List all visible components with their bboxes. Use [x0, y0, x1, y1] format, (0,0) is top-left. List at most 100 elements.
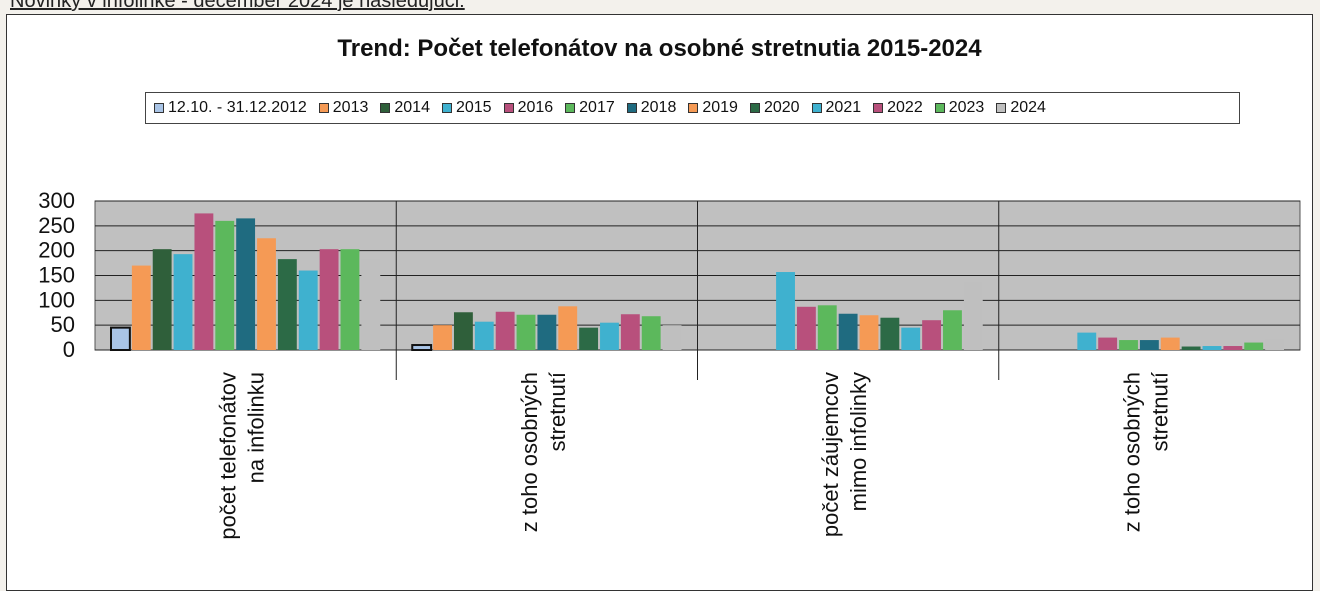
chart-legend: 12.10. - 31.12.2012 2013 2014 2015 2016 2017 2…	[145, 92, 1240, 124]
category-label: mimo infolinky	[846, 372, 871, 511]
bar	[215, 220, 235, 350]
bar	[662, 325, 682, 350]
bar	[110, 326, 131, 351]
legend-label: 2018	[640, 99, 677, 116]
bar	[298, 270, 318, 350]
legend-item: 2021	[811, 99, 862, 117]
bar	[194, 213, 214, 350]
bar	[1202, 346, 1222, 350]
bar	[880, 317, 900, 350]
bar	[641, 316, 661, 350]
bar	[319, 249, 339, 350]
bar	[1223, 346, 1243, 350]
category-label: počet telefonátov	[216, 372, 241, 540]
legend-swatch	[688, 103, 699, 113]
legend-label: 2022	[887, 99, 923, 116]
page-header-fragment: Novinky v infolinke - december 2024 je n…	[10, 0, 465, 12]
bar	[433, 325, 452, 350]
bar	[620, 314, 640, 350]
category-label: stretnutí	[1147, 372, 1172, 451]
legend-swatch	[154, 103, 164, 113]
bar	[537, 314, 557, 350]
bar	[796, 306, 816, 350]
legend-item: 2019	[688, 99, 738, 117]
bar	[152, 249, 172, 350]
bar	[1119, 340, 1138, 350]
legend-item: 2022	[873, 99, 923, 117]
legend-label: 2014	[394, 99, 430, 116]
bar	[943, 310, 962, 350]
category-label: z toho osobných	[517, 372, 542, 532]
legend-item: 2017	[565, 99, 615, 117]
legend-label: 2013	[332, 99, 369, 116]
legend-label: 2019	[702, 99, 738, 116]
bar	[1139, 340, 1159, 350]
y-tick-label: 200	[38, 238, 75, 263]
legend-label: 2016	[517, 99, 554, 116]
legend-swatch	[318, 103, 329, 113]
bar	[1160, 337, 1180, 350]
legend-swatch	[749, 103, 760, 113]
legend-label: 2023	[948, 99, 985, 116]
legend-swatch	[565, 103, 576, 113]
legend-label: 2021	[825, 99, 862, 116]
y-tick-label: 150	[38, 263, 75, 288]
bar	[131, 265, 151, 350]
bar	[901, 327, 921, 350]
bar	[838, 313, 858, 350]
legend-label: 2020	[763, 99, 800, 116]
bar	[411, 344, 433, 351]
bar	[817, 305, 837, 350]
legend-item: 2014	[380, 99, 430, 117]
legend-label: 2015	[455, 99, 492, 116]
y-tick-label: 0	[63, 337, 75, 362]
bar	[1181, 346, 1201, 350]
bar	[257, 238, 276, 350]
legend-swatch	[811, 103, 822, 113]
bar	[1098, 337, 1118, 350]
legend-item: 2023	[934, 99, 985, 117]
category-label: z toho osobných	[1119, 372, 1144, 532]
legend-label: 12.10. - 31.12.2012	[168, 99, 307, 116]
legend-item: 2013	[318, 99, 369, 117]
y-tick-label: 100	[38, 287, 75, 312]
y-tick-label: 250	[38, 213, 75, 238]
bar	[776, 272, 795, 350]
legend-swatch	[626, 103, 637, 113]
y-tick-label: 50	[51, 312, 75, 337]
bar	[277, 259, 297, 350]
bar	[963, 281, 983, 350]
bar	[1077, 332, 1097, 350]
bar	[495, 311, 515, 350]
bar	[558, 306, 578, 350]
category-label: počet záujemcov	[818, 372, 843, 537]
bar	[859, 315, 879, 350]
y-tick-label: 300	[38, 188, 75, 213]
bar	[922, 320, 942, 350]
legend-swatch	[873, 103, 884, 113]
legend-item: 2020	[749, 99, 800, 117]
legend-item: 2018	[626, 99, 677, 117]
bar	[1244, 342, 1264, 350]
bar	[516, 314, 536, 350]
bar	[579, 327, 599, 350]
legend-item: 2024	[996, 99, 1046, 117]
bar	[173, 254, 193, 350]
bar	[474, 321, 494, 350]
legend-item: 12.10. - 31.12.2012	[154, 99, 307, 117]
legend-item: 2015	[441, 99, 492, 117]
legend-swatch	[996, 103, 1007, 113]
bar	[1265, 339, 1284, 350]
legend-item: 2016	[503, 99, 554, 117]
bar	[600, 322, 619, 350]
legend-swatch	[441, 103, 452, 113]
legend-label: 2024	[1010, 99, 1046, 116]
category-label: stretnutí	[545, 372, 570, 451]
chart-title: Trend: Počet telefonátov na osobné stret…	[337, 35, 982, 62]
legend-label: 2017	[579, 99, 615, 116]
bar	[340, 249, 360, 350]
bar	[361, 259, 381, 350]
bar	[453, 312, 473, 350]
bar	[236, 218, 256, 350]
